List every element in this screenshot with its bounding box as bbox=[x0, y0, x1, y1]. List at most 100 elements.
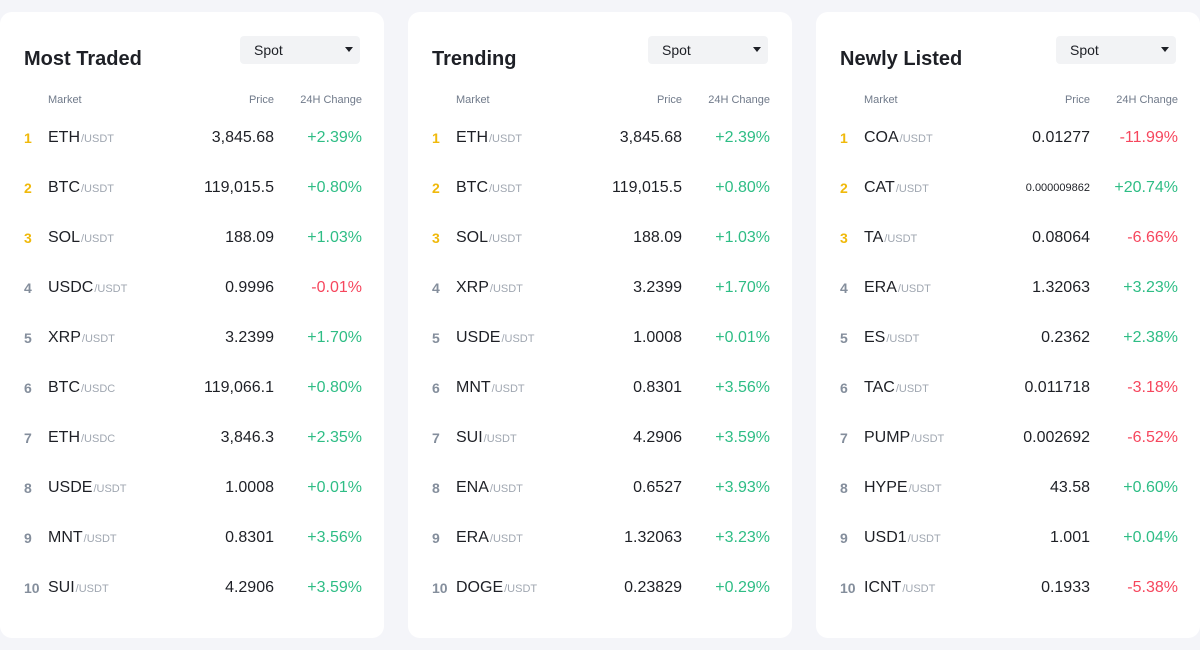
base-asset: PUMP bbox=[864, 429, 911, 446]
base-asset: TAC bbox=[864, 379, 895, 396]
market-row[interactable]: 7 PUMP/USDT 0.002692 -6.52% bbox=[816, 413, 1200, 463]
last-price: 119,015.5 bbox=[612, 179, 682, 196]
change-24h: +3.23% bbox=[1123, 279, 1178, 296]
change-24h: +0.80% bbox=[307, 379, 362, 396]
market-row[interactable]: 8 HYPE/USDT 43.58 +0.60% bbox=[816, 463, 1200, 513]
market-row[interactable]: 6 TAC/USDT 0.011718 -3.18% bbox=[816, 363, 1200, 413]
base-asset: ENA bbox=[456, 479, 489, 496]
pair-symbol: MNT/USDT bbox=[456, 363, 525, 414]
pair-symbol: ICNT/USDT bbox=[864, 563, 935, 614]
last-price: 0.8301 bbox=[225, 529, 274, 546]
caret-down-icon bbox=[1161, 47, 1169, 52]
market-type-select[interactable]: Spot bbox=[1056, 36, 1176, 64]
last-price: 3.2399 bbox=[633, 279, 682, 296]
last-price: 0.002692 bbox=[1023, 429, 1090, 446]
column-header-price[interactable]: Price bbox=[656, 94, 682, 106]
rank-number: 10 bbox=[840, 580, 856, 596]
market-row[interactable]: 1 ETH/USDT 3,845.68 +2.39% bbox=[0, 113, 384, 163]
change-24h: -6.52% bbox=[1127, 429, 1178, 446]
rank-number: 6 bbox=[840, 380, 848, 396]
market-row[interactable]: 6 BTC/USDC 119,066.1 +0.80% bbox=[0, 363, 384, 413]
market-row[interactable]: 5 USDE/USDT 1.0008 +0.01% bbox=[408, 313, 792, 363]
column-header-change[interactable]: 24H Change bbox=[708, 94, 770, 106]
change-24h: +2.35% bbox=[307, 429, 362, 446]
change-24h: -0.01% bbox=[311, 279, 362, 296]
column-header-change[interactable]: 24H Change bbox=[1116, 94, 1178, 106]
pair-symbol: XRP/USDT bbox=[456, 263, 523, 314]
pair-symbol: TAC/USDT bbox=[864, 363, 929, 414]
market-row[interactable]: 4 ERA/USDT 1.32063 +3.23% bbox=[816, 263, 1200, 313]
last-price: 4.2906 bbox=[225, 579, 274, 596]
market-row[interactable]: 3 TA/USDT 0.08064 -6.66% bbox=[816, 213, 1200, 263]
market-row[interactable]: 9 MNT/USDT 0.8301 +3.56% bbox=[0, 513, 384, 563]
market-type-select[interactable]: Spot bbox=[240, 36, 360, 64]
pair-symbol: SUI/USDT bbox=[456, 413, 517, 464]
quote-asset: /USDT bbox=[489, 283, 523, 295]
quote-asset: /USDT bbox=[483, 433, 517, 445]
last-price: 0.011718 bbox=[1024, 379, 1090, 396]
market-row[interactable]: 2 BTC/USDT 119,015.5 +0.80% bbox=[408, 163, 792, 213]
market-row[interactable]: 5 ES/USDT 0.2362 +2.38% bbox=[816, 313, 1200, 363]
last-price: 3,846.3 bbox=[220, 429, 274, 446]
quote-asset: /USDT bbox=[884, 233, 918, 245]
column-header-price[interactable]: Price bbox=[1064, 94, 1090, 106]
base-asset: XRP bbox=[456, 279, 489, 296]
market-row[interactable]: 3 SOL/USDT 188.09 +1.03% bbox=[408, 213, 792, 263]
market-row[interactable]: 5 XRP/USDT 3.2399 +1.70% bbox=[0, 313, 384, 363]
market-row[interactable]: 6 MNT/USDT 0.8301 +3.56% bbox=[408, 363, 792, 413]
rank-number: 1 bbox=[432, 130, 440, 146]
column-header-change[interactable]: 24H Change bbox=[300, 94, 362, 106]
base-asset: XRP bbox=[48, 329, 81, 346]
market-row[interactable]: 8 USDE/USDT 1.0008 +0.01% bbox=[0, 463, 384, 513]
last-price: 188.09 bbox=[633, 229, 682, 246]
base-asset: CAT bbox=[864, 179, 895, 196]
quote-asset: /USDT bbox=[908, 483, 942, 495]
column-header-market: Market bbox=[48, 94, 82, 106]
change-24h: -6.66% bbox=[1127, 229, 1178, 246]
panel-title: Trending bbox=[432, 48, 517, 70]
base-asset: TA bbox=[864, 229, 884, 246]
pair-symbol: BTC/USDT bbox=[456, 163, 522, 214]
market-row[interactable]: 7 ETH/USDC 3,846.3 +2.35% bbox=[0, 413, 384, 463]
pair-symbol: MNT/USDT bbox=[48, 513, 117, 564]
base-asset: BTC bbox=[48, 379, 80, 396]
rank-number: 5 bbox=[432, 330, 440, 346]
market-row[interactable]: 4 USDC/USDT 0.9996 -0.01% bbox=[0, 263, 384, 313]
last-price: 3.2399 bbox=[225, 329, 274, 346]
rank-number: 1 bbox=[24, 130, 32, 146]
pair-symbol: BTC/USDC bbox=[48, 363, 115, 414]
market-type-select[interactable]: Spot bbox=[648, 36, 768, 64]
market-row[interactable]: 2 BTC/USDT 119,015.5 +0.80% bbox=[0, 163, 384, 213]
quote-asset: /USDT bbox=[902, 583, 936, 595]
rank-number: 4 bbox=[432, 280, 440, 296]
column-header-price[interactable]: Price bbox=[248, 94, 274, 106]
rank-number: 5 bbox=[24, 330, 32, 346]
market-row[interactable]: 8 ENA/USDT 0.6527 +3.93% bbox=[408, 463, 792, 513]
change-24h: +1.03% bbox=[307, 229, 362, 246]
change-24h: +3.23% bbox=[715, 529, 770, 546]
market-row[interactable]: 10 DOGE/USDT 0.23829 +0.29% bbox=[408, 563, 792, 613]
market-row[interactable]: 1 ETH/USDT 3,845.68 +2.39% bbox=[408, 113, 792, 163]
market-row[interactable]: 10 ICNT/USDT 0.1933 -5.38% bbox=[816, 563, 1200, 613]
pair-symbol: COA/USDT bbox=[864, 113, 933, 164]
quote-asset: /USDT bbox=[489, 533, 523, 545]
base-asset: ERA bbox=[456, 529, 489, 546]
last-price: 3,845.68 bbox=[619, 129, 682, 146]
market-row[interactable]: 3 SOL/USDT 188.09 +1.03% bbox=[0, 213, 384, 263]
change-24h: +3.59% bbox=[715, 429, 770, 446]
market-row[interactable]: 4 XRP/USDT 3.2399 +1.70% bbox=[408, 263, 792, 313]
market-row[interactable]: 2 CAT/USDT 0.000009862 +20.74% bbox=[816, 163, 1200, 213]
rank-number: 10 bbox=[24, 580, 40, 596]
market-row[interactable]: 9 ERA/USDT 1.32063 +3.23% bbox=[408, 513, 792, 563]
market-row[interactable]: 10 SUI/USDT 4.2906 +3.59% bbox=[0, 563, 384, 613]
market-row[interactable]: 7 SUI/USDT 4.2906 +3.59% bbox=[408, 413, 792, 463]
pair-symbol: XRP/USDT bbox=[48, 313, 115, 364]
market-row[interactable]: 1 COA/USDT 0.01277 -11.99% bbox=[816, 113, 1200, 163]
quote-asset: /USDT bbox=[895, 383, 929, 395]
rank-number: 4 bbox=[840, 280, 848, 296]
pair-symbol: USDC/USDT bbox=[48, 263, 127, 314]
change-24h: +20.74% bbox=[1114, 179, 1178, 196]
pair-symbol: ERA/USDT bbox=[456, 513, 523, 564]
market-row[interactable]: 9 USD1/USDT 1.001 +0.04% bbox=[816, 513, 1200, 563]
change-24h: +3.56% bbox=[307, 529, 362, 546]
